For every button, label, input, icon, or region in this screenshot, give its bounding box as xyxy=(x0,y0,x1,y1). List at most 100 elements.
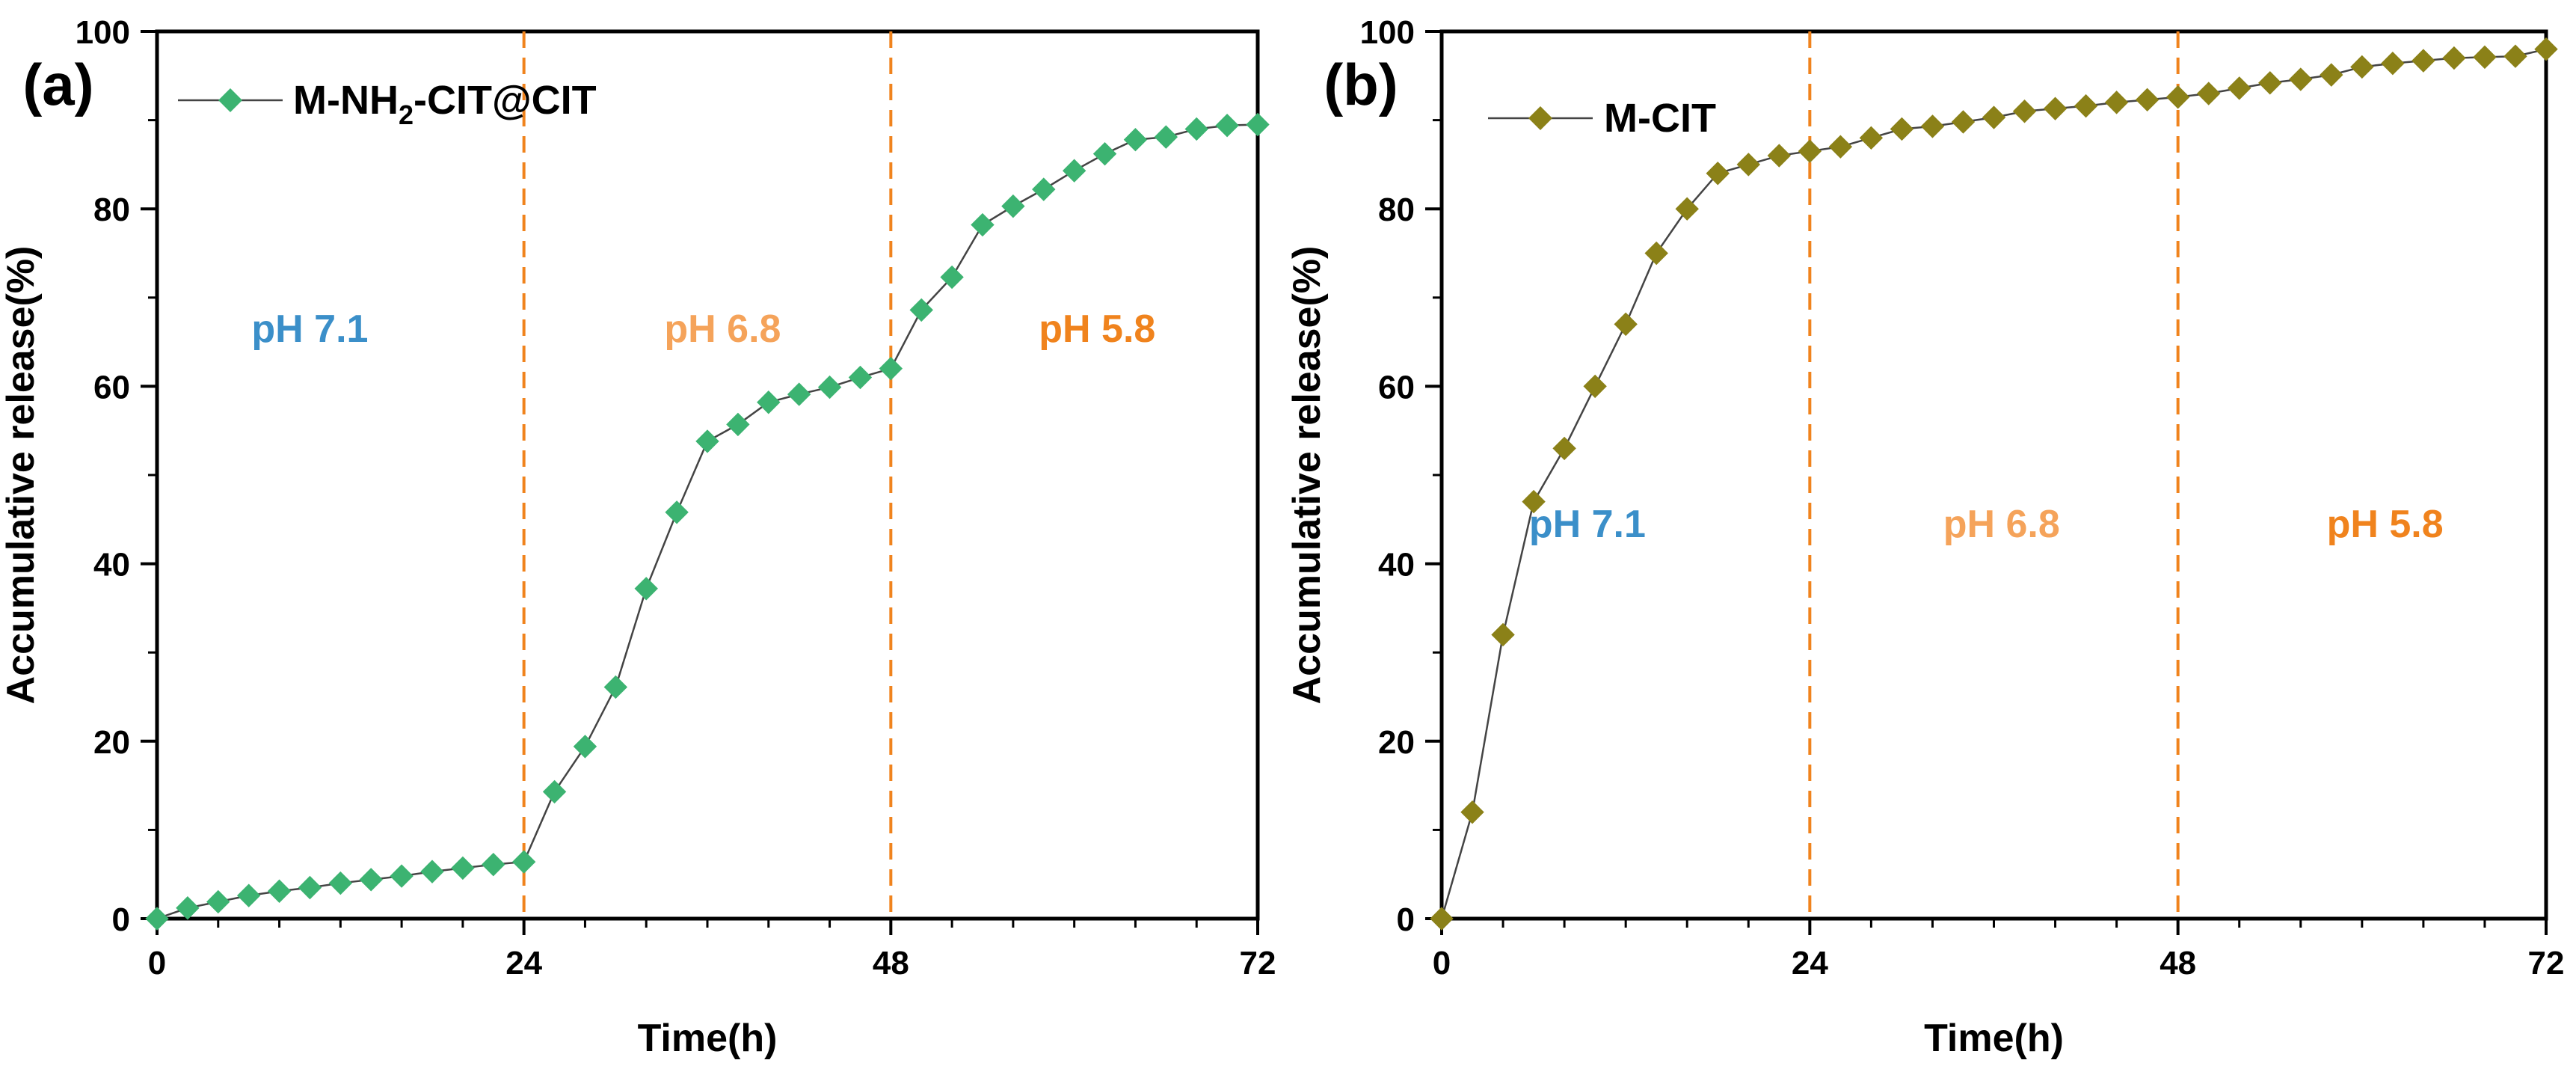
legend-marker xyxy=(218,88,242,112)
y-tick-label: 20 xyxy=(1378,724,1415,761)
data-point xyxy=(665,500,689,524)
x-tick-label: 48 xyxy=(873,945,909,981)
data-point xyxy=(1675,197,1699,221)
data-point xyxy=(1092,141,1117,166)
data-point xyxy=(1890,117,1914,141)
y-tick-label: 80 xyxy=(93,192,130,228)
data-point xyxy=(2289,67,2313,91)
data-point xyxy=(1491,622,1515,647)
y-tick-label: 100 xyxy=(76,14,130,51)
data-point xyxy=(1798,139,1822,163)
legend: M-CIT xyxy=(1488,96,1716,141)
y-tick-label: 40 xyxy=(1378,547,1415,584)
legend: M-NH2-CIT@CIT xyxy=(178,78,597,130)
x-tick-label: 72 xyxy=(1240,945,1276,981)
panel-label: (a) xyxy=(22,52,93,117)
data-point xyxy=(603,675,628,699)
x-axis-label: Time(h) xyxy=(638,1017,778,1060)
y-tick-label: 100 xyxy=(1360,14,1415,51)
data-point xyxy=(848,365,873,390)
data-point xyxy=(236,883,261,907)
x-tick-label: 0 xyxy=(1433,945,1451,981)
data-point xyxy=(2320,63,2343,87)
data-point xyxy=(1951,110,1976,134)
data-point xyxy=(1154,125,1178,149)
data-point xyxy=(2012,99,2037,123)
data-point xyxy=(2534,37,2558,61)
data-point xyxy=(2381,51,2405,76)
legend-label: M-CIT xyxy=(1604,96,1716,141)
data-point xyxy=(2135,88,2160,112)
y-axis-label: Accumulative release(%) xyxy=(0,246,43,705)
data-point xyxy=(971,212,995,237)
data-point xyxy=(1460,800,1484,824)
ph-annotation: pH 7.1 xyxy=(1529,503,1646,546)
data-point xyxy=(1767,144,1792,168)
legend-label: M-NH2-CIT@CIT xyxy=(293,78,597,130)
ph-annotation: pH 6.8 xyxy=(1943,503,2060,546)
data-point xyxy=(634,577,658,601)
data-point xyxy=(2043,97,2068,120)
y-tick-label: 60 xyxy=(1378,369,1415,405)
y-tick-label: 40 xyxy=(93,547,130,584)
data-point xyxy=(1184,117,1208,141)
data-point xyxy=(1583,374,1607,399)
data-point xyxy=(1644,241,1668,266)
x-tick-label: 72 xyxy=(2528,945,2565,981)
data-point xyxy=(2104,91,2129,114)
data-point xyxy=(1430,907,1454,931)
y-tick-label: 80 xyxy=(1378,192,1415,228)
y-tick-label: 60 xyxy=(93,369,130,405)
data-point xyxy=(2473,45,2497,70)
data-point xyxy=(1706,162,1730,186)
legend-label-main: M-CIT xyxy=(1604,96,1716,141)
data-point xyxy=(2196,82,2221,105)
data-point xyxy=(879,356,903,381)
ph-annotation: pH 5.8 xyxy=(1039,307,1155,351)
data-point xyxy=(1828,135,1853,159)
x-tick-label: 0 xyxy=(148,945,166,981)
data-point xyxy=(1552,436,1576,461)
data-point xyxy=(1062,159,1086,183)
data-point xyxy=(1614,312,1638,337)
data-point xyxy=(2074,94,2098,118)
ph-annotation: pH 5.8 xyxy=(2327,503,2444,546)
ph-annotation: pH 7.1 xyxy=(251,307,368,351)
panel-label: (b) xyxy=(1324,52,1398,117)
legend-marker xyxy=(1528,106,1552,130)
data-point xyxy=(573,735,597,759)
data-point xyxy=(2165,85,2190,109)
data-point xyxy=(359,868,383,892)
chart-panel-b: 0 24 48 72 0 20 40 60 80 100 Time(h) Accumulative r… xyxy=(1285,14,2564,1060)
data-point xyxy=(1123,127,1148,152)
data-point xyxy=(176,896,200,920)
data-point xyxy=(2442,46,2466,70)
data-point xyxy=(511,850,536,874)
y-tick-label: 20 xyxy=(93,724,130,761)
legend-label-main: M-NH xyxy=(293,78,399,123)
data-point xyxy=(1522,489,1546,514)
legend-label-rest: -CIT@CIT xyxy=(414,78,597,123)
data-point xyxy=(726,412,750,437)
data-point xyxy=(940,265,964,290)
data-point xyxy=(757,390,781,414)
chart-panel-a: 0 24 48 72 0 20 40 60 80 100 Time(h) Accumulative r… xyxy=(0,14,1276,1060)
data-point xyxy=(1859,126,1884,150)
data-point xyxy=(787,382,811,406)
data-point xyxy=(1246,112,1270,137)
x-axis-label: Time(h) xyxy=(1924,1017,2064,1060)
legend-label-subscript: 2 xyxy=(399,99,414,130)
data-point xyxy=(1001,194,1025,218)
y-axis-label: Accumulative release(%) xyxy=(1285,246,1329,705)
data-point xyxy=(267,879,292,903)
data-point xyxy=(1215,114,1239,138)
x-tick-label: 24 xyxy=(1792,945,1828,981)
data-point xyxy=(542,780,567,804)
data-point xyxy=(817,375,842,399)
data-point xyxy=(695,429,719,453)
y-tick-label: 0 xyxy=(1397,901,1415,938)
data-point xyxy=(420,860,444,883)
data-point xyxy=(1736,153,1760,177)
data-point xyxy=(145,907,169,931)
data-point xyxy=(482,852,505,877)
